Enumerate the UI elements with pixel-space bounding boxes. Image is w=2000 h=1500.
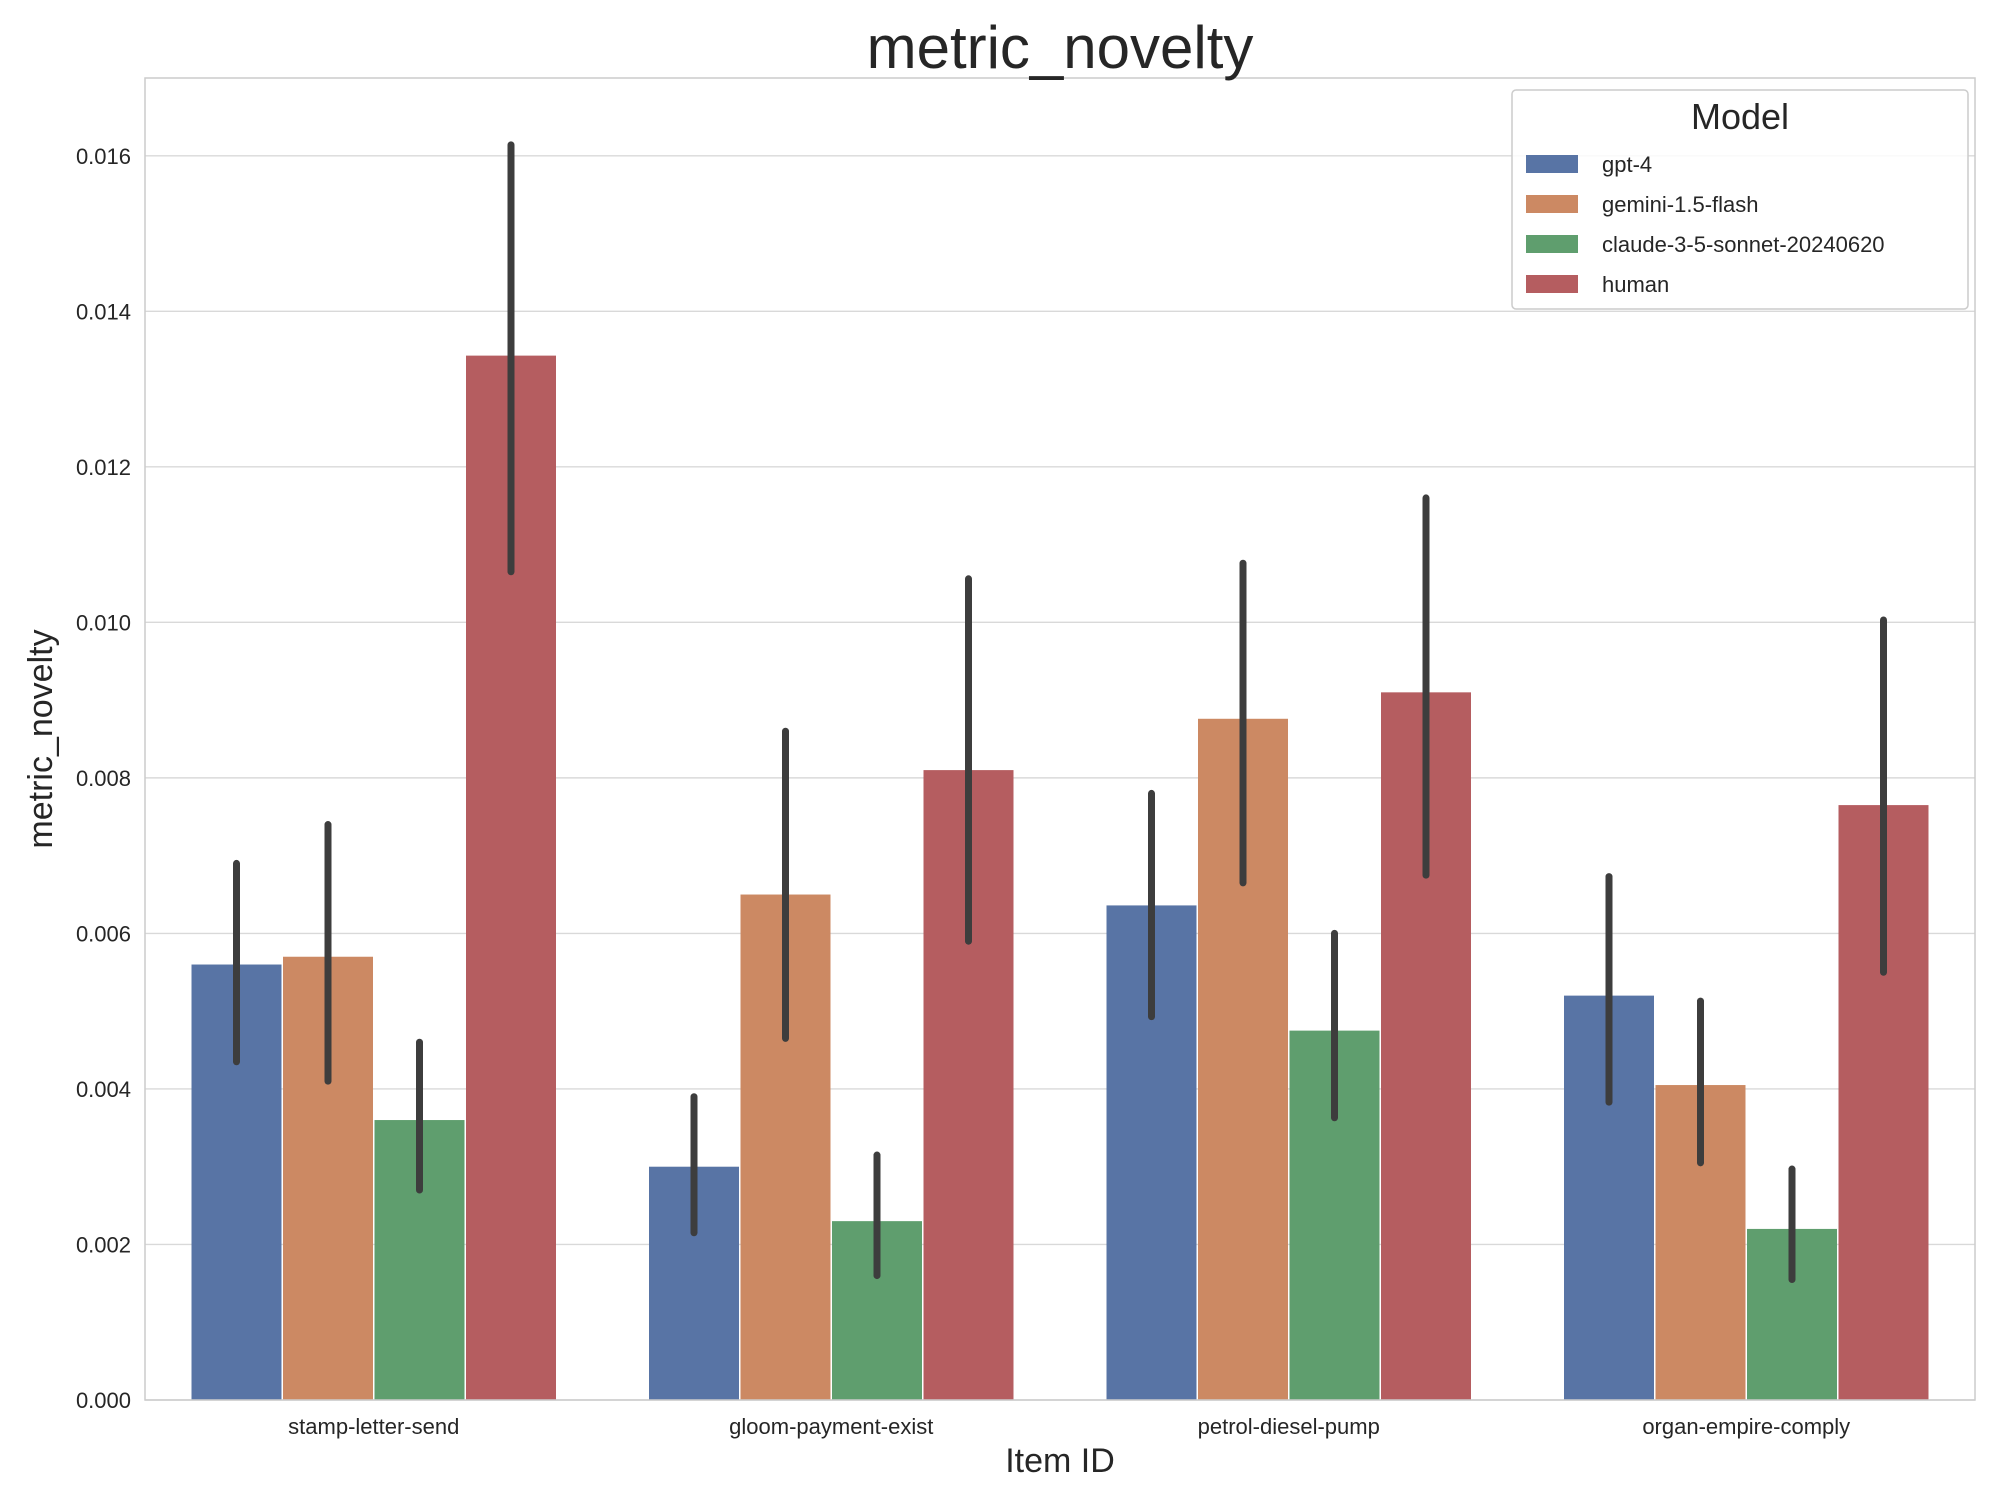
y-tick-label: 0.002 [76,1232,131,1257]
legend-swatch-gpt-4 [1526,155,1578,173]
y-tick-label: 0.008 [76,766,131,791]
y-tick-label: 0.010 [76,610,131,635]
y-tick-label: 0.006 [76,921,131,946]
y-tick-label: 0.000 [76,1388,131,1413]
y-tick-label: 0.012 [76,455,131,480]
x-axis-title: Item ID [1005,1442,1115,1480]
y-tick-label: 0.016 [76,144,131,169]
legend-swatch-claude-3-5-sonnet-20240620 [1526,235,1578,253]
x-tick-labels: stamp-letter-send gloom-payment-exist petr… [288,1414,1850,1439]
error-bars [233,141,1887,1283]
chart-title: metric_novelty [867,14,1254,81]
x-tick-label: organ-empire-comply [1642,1414,1850,1439]
legend-swatch-gemini-1.5-flash [1526,195,1578,213]
legend-box [1511,89,1969,310]
legend-entries: gpt-4 gemini-1.5-flash claude-3-5-sonnet-2… [1526,152,1885,297]
bars [191,355,1929,1400]
y-tick-labels: 0.000 0.002 0.004 0.006 0.008 0.010 0.012 0.014… [76,144,131,1413]
legend: Model gpt-4 gemini-1.5-flash claude-3-5-so… [1511,89,1969,310]
legend-title: Model [1691,96,1789,137]
x-tick-label: gloom-payment-exist [729,1414,933,1439]
legend-label: human [1602,272,1669,297]
y-tick-label: 0.014 [76,299,131,324]
plot-area-frame [144,77,1976,1401]
x-tick-label: stamp-letter-send [288,1414,459,1439]
legend-label: gemini-1.5-flash [1602,192,1759,217]
y-axis-title: metric_novelty [22,629,60,848]
legend-label: gpt-4 [1602,152,1652,177]
x-tick-label: petrol-diesel-pump [1198,1414,1380,1439]
legend-swatch-human [1526,275,1578,293]
y-tick-label: 0.004 [76,1077,131,1102]
legend-label: claude-3-5-sonnet-20240620 [1602,232,1885,257]
